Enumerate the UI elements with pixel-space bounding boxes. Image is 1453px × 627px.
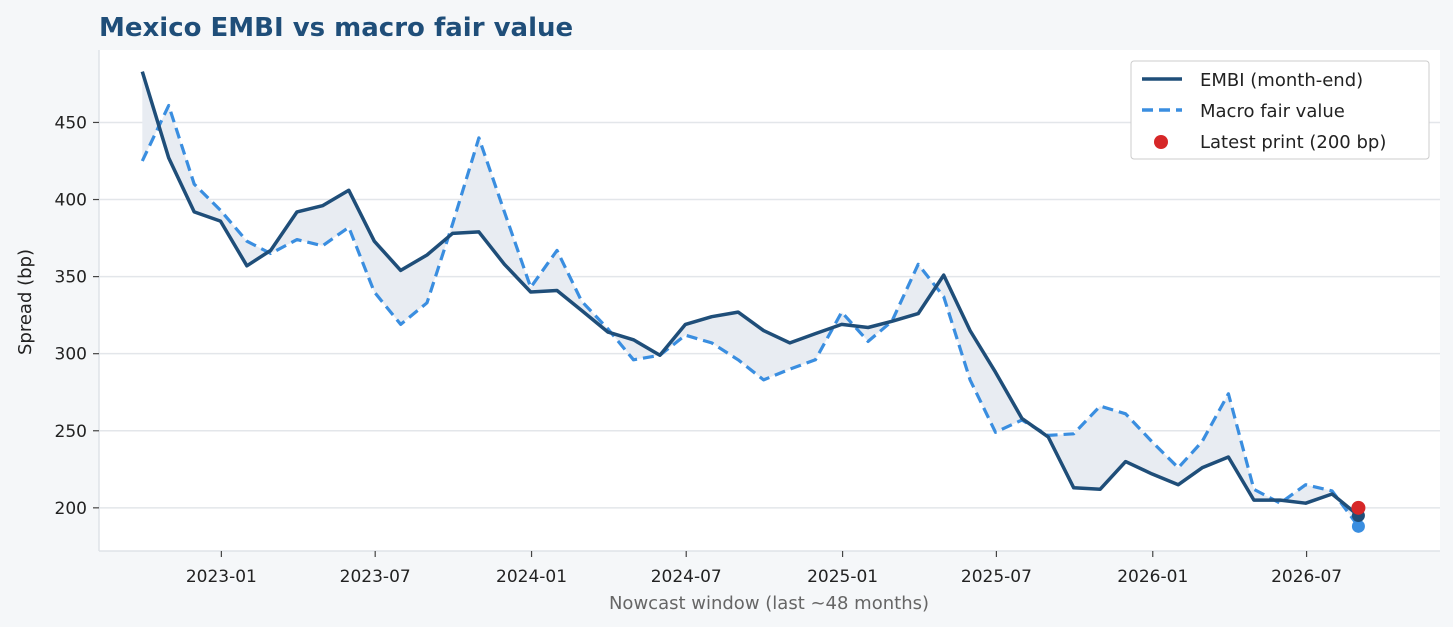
fair-value-endpoint bbox=[1351, 519, 1365, 533]
x-tick-label: 2026-07 bbox=[1271, 567, 1342, 587]
y-tick-label: 300 bbox=[55, 345, 87, 365]
x-tick-label: 2024-07 bbox=[651, 567, 722, 587]
legend: EMBI (month-end) Macro fair value Latest… bbox=[1130, 60, 1430, 160]
y-tick-label: 450 bbox=[55, 113, 87, 133]
y-tick-label: 350 bbox=[55, 268, 87, 288]
x-tick-label: 2023-07 bbox=[340, 567, 411, 587]
x-tick-label: 2026-01 bbox=[1117, 567, 1188, 587]
series-line-macro-fair-value bbox=[140, 103, 1360, 528]
x-axis-ticks: 2023-01 2023-07 2024-01 2024-07 2025-01 2025-… bbox=[186, 551, 1342, 587]
y-tick-label: 200 bbox=[55, 499, 87, 519]
x-tick-label: 2025-01 bbox=[807, 567, 878, 587]
legend-label-latest-print: Latest print (200 bp) bbox=[1200, 132, 1386, 153]
legend-swatch-latest-print bbox=[1154, 135, 1168, 149]
legend-label-embi: EMBI (month-end) bbox=[1200, 70, 1363, 91]
y-axis-ticks: 200 250 300 350 400 450 bbox=[55, 113, 99, 519]
y-tick-label: 250 bbox=[55, 422, 87, 442]
x-tick-label: 2023-01 bbox=[186, 567, 257, 587]
y-axis-label: Spread (bp) bbox=[15, 249, 36, 355]
x-tick-label: 2025-07 bbox=[961, 567, 1032, 587]
x-tick-label: 2024-01 bbox=[496, 567, 567, 587]
gap-shading bbox=[142, 71, 1359, 527]
x-axis-label: Nowcast window (last ~48 months) bbox=[609, 593, 929, 614]
chart-title: Mexico EMBI vs macro fair value bbox=[99, 13, 573, 43]
legend-label-fair-value: Macro fair value bbox=[1200, 101, 1345, 122]
latest-print-point bbox=[1351, 500, 1366, 515]
y-tick-label: 400 bbox=[55, 191, 87, 211]
legend-box bbox=[1130, 60, 1430, 160]
plot-series bbox=[140, 71, 1366, 533]
series-line-embi bbox=[140, 71, 1360, 517]
